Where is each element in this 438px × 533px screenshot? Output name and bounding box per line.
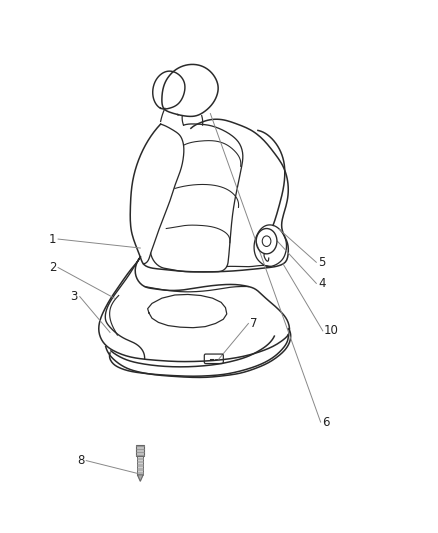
Text: 10: 10 [324,325,339,337]
Text: 6: 6 [322,416,330,429]
Text: 3: 3 [71,290,78,303]
Bar [138,456,143,475]
Bar [136,445,144,456]
Text: 5: 5 [318,256,325,269]
Text: 7: 7 [250,317,258,330]
Polygon shape [138,475,143,481]
Text: 2: 2 [49,261,56,274]
Text: 4: 4 [318,277,326,290]
Text: 1: 1 [49,232,56,246]
Text: 8: 8 [77,454,84,467]
